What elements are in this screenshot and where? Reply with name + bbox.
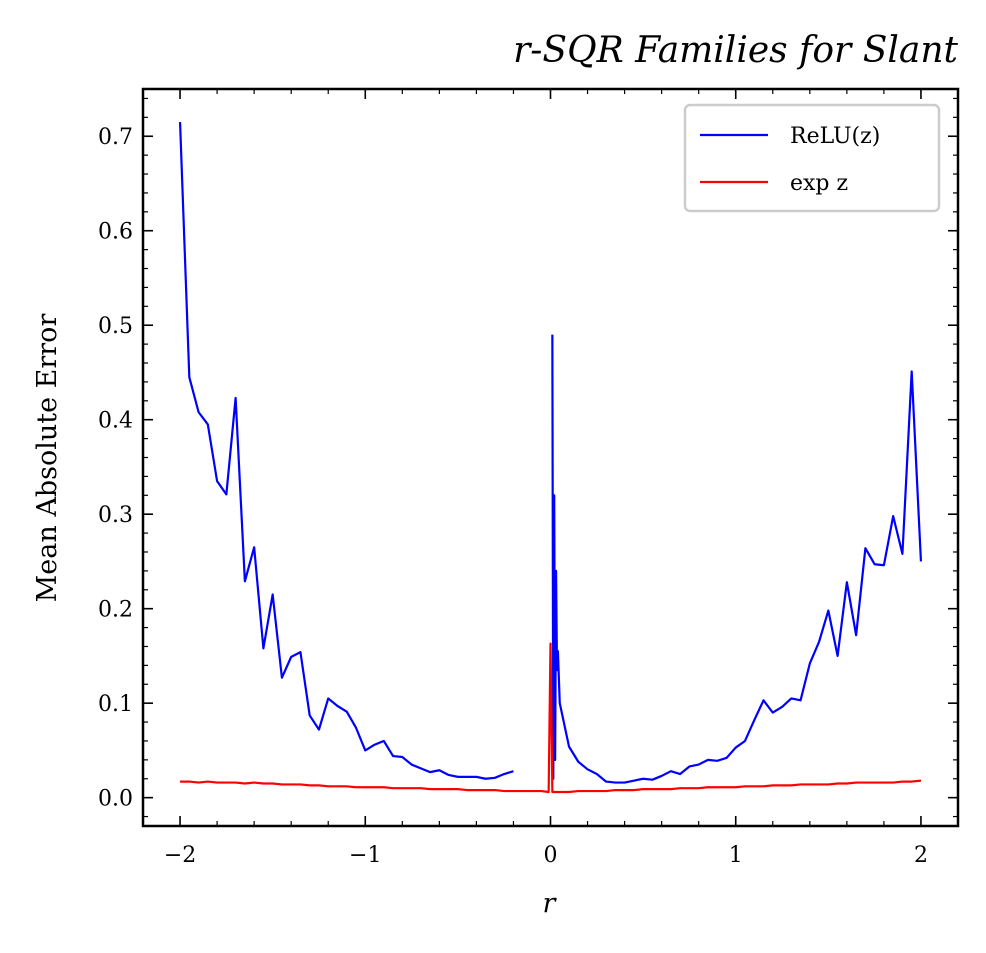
plot-frame bbox=[141, 87, 960, 828]
y-tick-label: 0.4 bbox=[98, 409, 133, 434]
y-tick-label: 0.3 bbox=[98, 503, 133, 528]
series-line-relu bbox=[178, 122, 514, 780]
y-tick-label: 0.0 bbox=[98, 787, 133, 812]
legend: ReLU(z) exp z bbox=[683, 103, 941, 213]
y-tick-label: 0.2 bbox=[98, 598, 133, 623]
x-tick-label: 0 bbox=[544, 843, 558, 868]
y-tick-label: 0.1 bbox=[98, 692, 133, 717]
legend-label-exp: exp z bbox=[790, 171, 848, 196]
y-tick-label: 0.7 bbox=[98, 125, 133, 150]
series-line-relu bbox=[551, 334, 923, 784]
y-tick-label: 0.5 bbox=[98, 314, 133, 339]
x-axis-label: r bbox=[543, 888, 558, 919]
series-layer bbox=[178, 122, 923, 794]
chart-title: r-SQR Families for Slant bbox=[513, 30, 958, 71]
series-line-exp bbox=[180, 642, 922, 794]
x-tick-label: −2 bbox=[164, 843, 196, 868]
x-tick-label: 2 bbox=[914, 843, 928, 868]
x-tick-label: −1 bbox=[349, 843, 381, 868]
legend-frame bbox=[683, 103, 941, 213]
x-tick-label: 1 bbox=[729, 843, 743, 868]
legend-label-relu: ReLU(z) bbox=[790, 124, 880, 149]
y-tick-label: 0.6 bbox=[98, 220, 133, 245]
y-axis-label: Mean Absolute Error bbox=[32, 314, 63, 603]
axis-ticks: −2 −1 0 1 2 0.0 0.1 0.2 0.3 0.4 0.5 0.6 0.7 bbox=[98, 89, 958, 868]
